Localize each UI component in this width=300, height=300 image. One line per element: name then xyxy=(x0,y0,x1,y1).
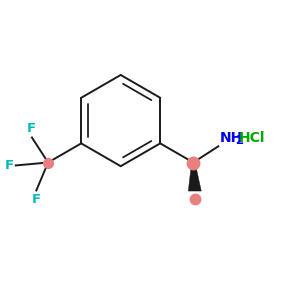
Text: F: F xyxy=(26,122,36,135)
Text: F: F xyxy=(4,159,14,172)
Polygon shape xyxy=(188,163,201,191)
Text: NH: NH xyxy=(220,131,243,145)
Text: F: F xyxy=(32,193,41,206)
Text: 2: 2 xyxy=(235,134,243,147)
Text: HCl: HCl xyxy=(239,130,266,145)
